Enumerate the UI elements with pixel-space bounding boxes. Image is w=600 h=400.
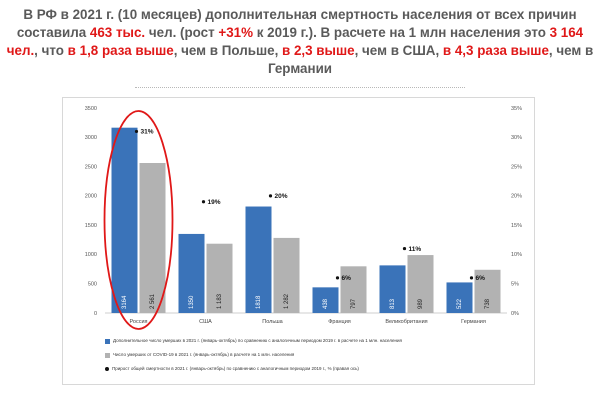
legend-swatch-covid [105, 352, 110, 358]
bar-excess-великобритания [379, 265, 406, 313]
y-axis-tick-label: 1500 [85, 223, 97, 229]
y-axis-tick-label: 2500 [85, 164, 97, 170]
growth-label-франция: 6% [342, 275, 352, 282]
category-label-сша: США [199, 319, 212, 325]
legend-item-excess: Дополнительное число умерших в 2021 г. (… [105, 338, 402, 344]
growth-point-франция [335, 276, 340, 280]
y-axis-tick-label: 3000 [85, 135, 97, 141]
headline-text-5: , чем в Польше, [173, 43, 283, 58]
legend-swatch-excess [105, 338, 110, 344]
y2-axis-tick-label: 35% [511, 106, 522, 112]
bar-covid-германия [474, 269, 501, 313]
growth-point-германия [469, 276, 474, 280]
bar-value-label-covid-польша: 1 282 [284, 293, 290, 309]
y2-axis-tick-label: 10% [511, 252, 522, 258]
growth-point-сша [201, 200, 206, 204]
headline-value-growth: +31% [218, 25, 254, 40]
bar-covid-польша [273, 237, 300, 313]
bar-excess-сша [178, 233, 205, 313]
growth-label-россия: 31% [141, 129, 154, 136]
legend-label-covid: Число умерших от COVID-19 в 2021 г. (янв… [113, 352, 295, 357]
legend-item-covid: Число умерших от COVID-19 в 2021 г. (янв… [105, 352, 294, 358]
y-axis-tick-label: 500 [88, 282, 97, 288]
y-axis-tick-label: 0 [94, 311, 97, 317]
bar-value-label-excess-сша: 1350 [189, 295, 195, 309]
y2-axis-tick-label: 25% [511, 164, 522, 170]
headline: В РФ в 2021 г. (10 месяцев) дополнительн… [0, 6, 600, 78]
headline-value-germany: в 4,3 раза выше [442, 43, 549, 58]
chart-frame: 0 500 1000 1500 2000 2500 3000 3500 0% 5% 10% 15% 20… [62, 97, 535, 385]
growth-label-германия: 6% [476, 275, 486, 282]
category-label-россия: Россия [129, 319, 147, 325]
legend-label-excess: Дополнительное число умерших в 2021 г. (… [113, 338, 402, 343]
bar-value-label-excess-германия: 522 [457, 298, 463, 309]
legend-marker-growth [105, 367, 109, 371]
legend-item-growth: Прирост общей смертности в 2021 г. (янва… [105, 366, 359, 372]
bar-value-label-excess-польша: 1818 [256, 295, 262, 309]
y-axis-tick-label: 1000 [85, 252, 97, 258]
headline-value-deaths: 463 тыс. [89, 25, 146, 40]
growth-point-польша [268, 194, 273, 198]
bar-excess-германия [446, 282, 473, 313]
bar-excess-польша [245, 206, 272, 313]
growth-label-польша: 20% [275, 193, 288, 200]
headline-text-7: , чем в Германии [267, 43, 594, 76]
bar-value-label-covid-россия: 2 561 [150, 293, 156, 309]
headline-value-per-million: 3 164 чел. [6, 25, 584, 58]
category-label-великобритания: Великобритания [385, 319, 427, 325]
highlight-ellipse-россия [103, 110, 174, 330]
y2-axis-tick-label: 30% [511, 135, 522, 141]
bar-covid-сша [206, 243, 233, 313]
category-label-польша: Польша [262, 319, 283, 325]
bar-covid-великобритания [407, 255, 434, 313]
bar-value-label-covid-сша: 1 183 [217, 293, 223, 309]
bar-value-label-excess-франция: 438 [323, 298, 329, 309]
legend-label-growth: Прирост общей смертности в 2021 г. (янва… [112, 366, 359, 371]
growth-point-россия [134, 129, 139, 134]
growth-label-сша: 19% [208, 199, 221, 206]
y2-axis-tick-label: 15% [511, 223, 522, 229]
headline-text-6: , чем в США, [354, 43, 443, 58]
bar-chart: 0 500 1000 1500 2000 2500 3000 3500 0% 5% 10% 15% 20… [85, 106, 522, 330]
bar-value-label-covid-франция: 797 [351, 298, 357, 309]
bar-excess-франция [312, 287, 339, 313]
headline-text-4: , что [34, 43, 68, 58]
y2-axis-tick-label: 5% [511, 282, 519, 288]
bar-value-label-excess-россия: 3164 [122, 295, 128, 309]
bar-value-label-covid-германия: 738 [485, 298, 491, 309]
title-divider [135, 87, 465, 88]
headline-value-usa: в 2,3 выше [282, 43, 355, 58]
growth-label-великобритания: 11% [409, 246, 422, 253]
headline-value-poland: в 1,8 раза выше [67, 43, 174, 58]
category-label-германия: Германия [461, 319, 486, 325]
headline-text-1: В РФ в 2021 г. (10 месяцев) дополнительн… [16, 7, 577, 40]
growth-point-великобритания [402, 246, 407, 251]
category-label-франция: Франция [328, 319, 351, 325]
y2-axis-tick-label: 0% [511, 311, 519, 317]
y-axis-tick-label: 3500 [85, 106, 97, 112]
y-axis-tick-label: 2000 [85, 194, 97, 200]
bar-covid-франция [340, 266, 367, 313]
y2-axis-tick-label: 20% [511, 194, 522, 200]
bar-covid-россия [139, 162, 166, 313]
bar-value-label-covid-великобритания: 989 [418, 298, 424, 309]
bar-excess-россия [111, 127, 138, 314]
headline-text-2: чел. (рост [145, 25, 219, 40]
bar-value-label-excess-великобритания: 813 [390, 298, 396, 309]
headline-text-3: к 2019 г.). В расчете на 1 млн населения… [253, 25, 550, 40]
